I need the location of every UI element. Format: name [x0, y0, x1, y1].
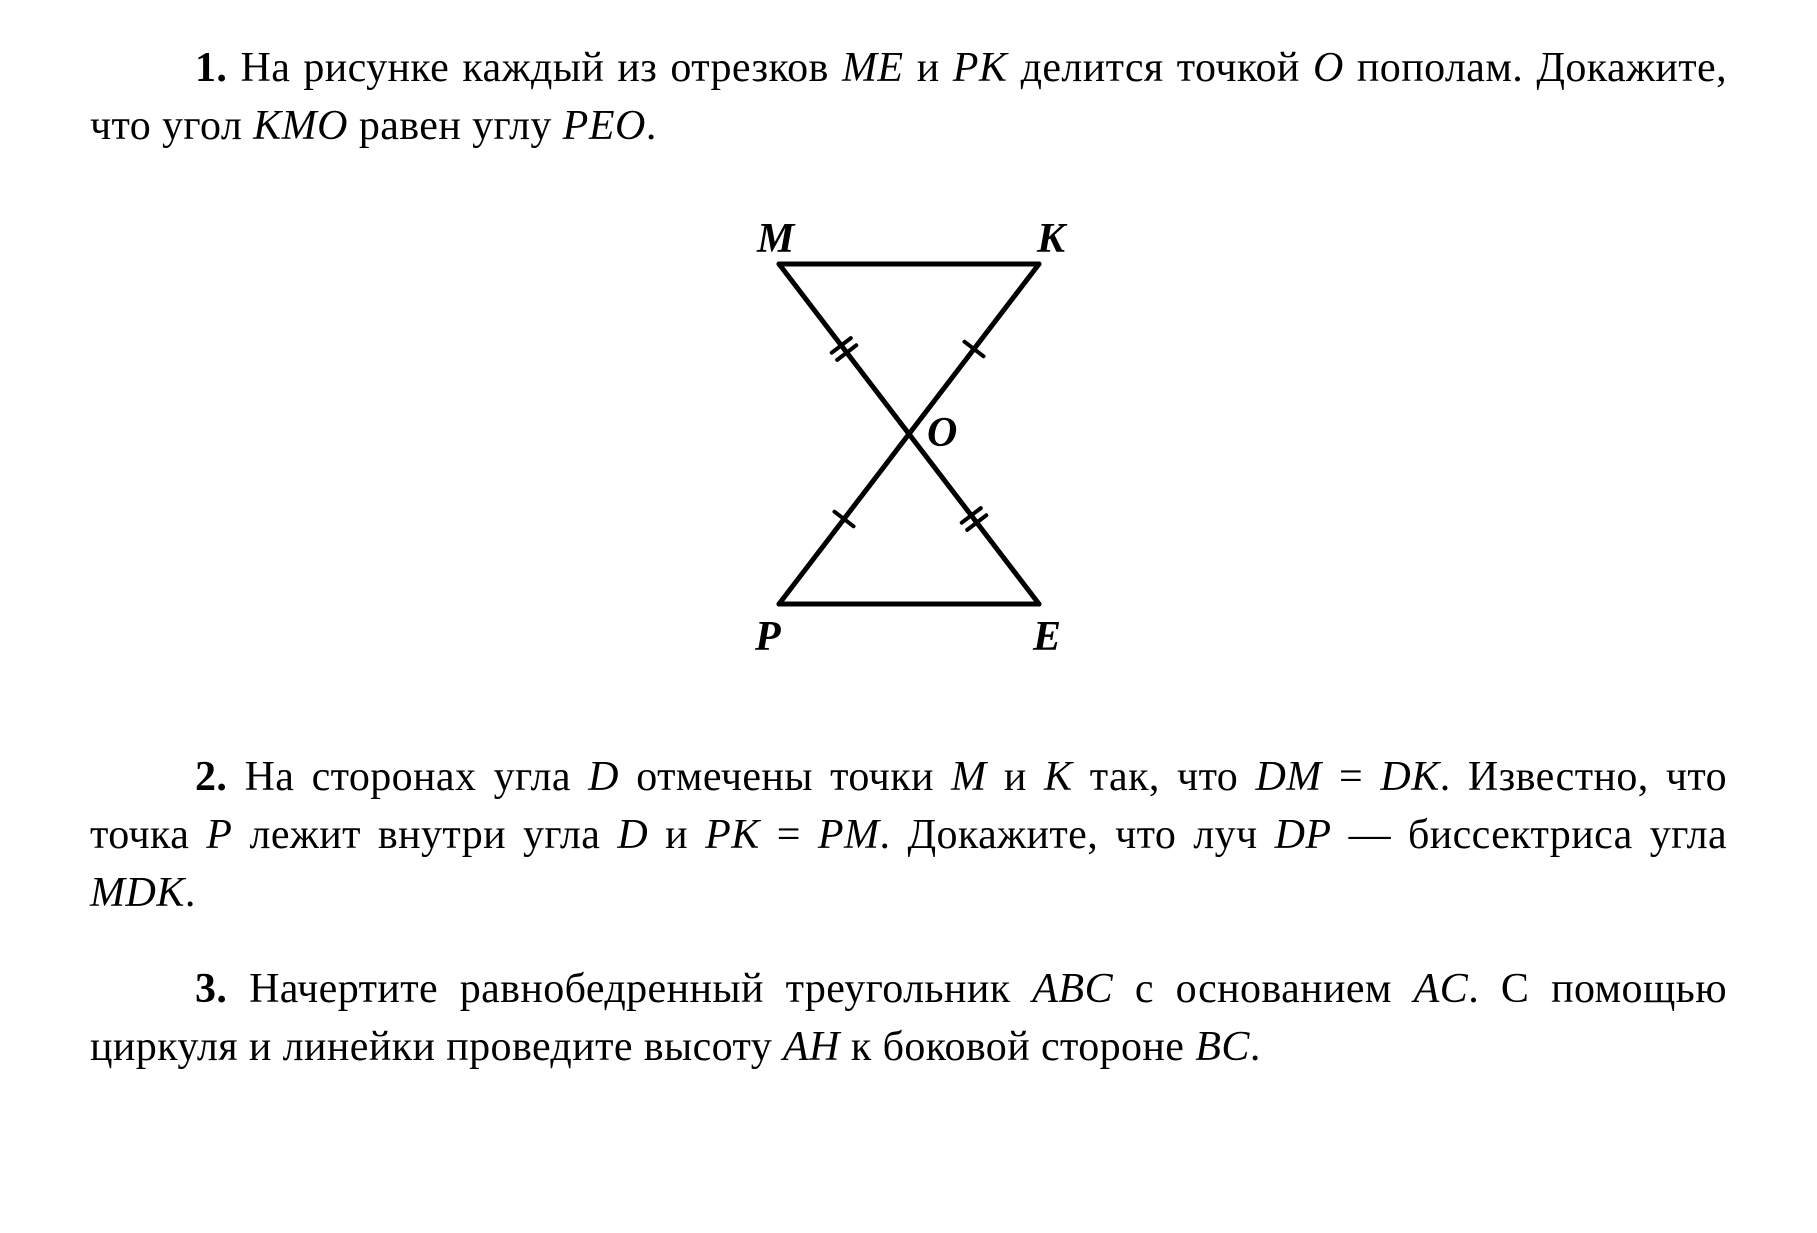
math-PK: PK — [953, 45, 1008, 91]
p2-eq2: = — [760, 812, 818, 858]
math-K: K — [1044, 754, 1073, 800]
p1-text-c: делится точкой — [1007, 45, 1313, 91]
problem-3-number: 3. — [195, 966, 227, 1012]
math-PK2: PK — [705, 812, 760, 858]
math-BC: BC — [1195, 1024, 1250, 1070]
math-DM: DM — [1255, 754, 1321, 800]
svg-text:P: P — [754, 614, 781, 660]
svg-text:M: M — [756, 216, 796, 262]
math-D2: D — [617, 812, 648, 858]
problem-1-number: 1. — [195, 45, 227, 91]
svg-text:O: O — [927, 410, 957, 456]
p2-text-h: . Докажите, что луч — [880, 812, 1275, 858]
p3-text-a: Начертите равнобедренный треугольник — [249, 966, 1032, 1012]
p2-text-g: и — [648, 812, 705, 858]
math-AH: AH — [783, 1024, 840, 1070]
problem-2-number: 2. — [195, 754, 227, 800]
p2-text-c: и — [987, 754, 1044, 800]
math-PEO: PEO — [563, 103, 646, 149]
p1-text-a: На рисунке каждый из отрезков — [240, 45, 841, 91]
p2-text-a: На сторонах угла — [245, 754, 589, 800]
problem-2: 2. На сторонах угла D отмечены точки M и… — [90, 749, 1727, 923]
p2-text-d: так, что — [1073, 754, 1256, 800]
math-KMO: KMO — [253, 103, 348, 149]
math-PM: PM — [818, 812, 880, 858]
math-ME: ME — [842, 45, 904, 91]
p1-text-f: . — [646, 103, 657, 149]
math-O: O — [1313, 45, 1344, 91]
p1-text-b: и — [904, 45, 953, 91]
problem-3: 3. Начертите равнобедренный треугольник … — [90, 961, 1727, 1077]
p3-text-d: к боковой стороне — [840, 1024, 1195, 1070]
p3-text-e: . — [1250, 1024, 1261, 1070]
p1-text-e: равен углу — [348, 103, 563, 149]
p3-text-b: с основанием — [1113, 966, 1414, 1012]
problem-1: 1. На рисунке каждый из отрезков ME и PK… — [90, 40, 1727, 156]
math-AC: AC — [1414, 966, 1469, 1012]
math-M: M — [951, 754, 987, 800]
figure-1-wrap: M K O P E — [90, 194, 1727, 701]
svg-text:E: E — [1032, 614, 1061, 660]
math-ABC: ABC — [1032, 966, 1113, 1012]
math-MDK: MDK — [90, 870, 185, 916]
svg-text:K: K — [1036, 216, 1068, 262]
p2-eq1: = — [1322, 754, 1381, 800]
p2-text-b: отмечены точки — [619, 754, 951, 800]
p2-text-j: . — [185, 870, 196, 916]
math-DK: DK — [1380, 754, 1439, 800]
figure-1: M K O P E — [659, 194, 1159, 684]
p2-text-i: — биссектриса угла — [1332, 812, 1727, 858]
math-P: P — [206, 812, 232, 858]
math-D: D — [588, 754, 619, 800]
p2-text-f: лежит внутри угла — [232, 812, 617, 858]
math-DP: DP — [1275, 812, 1332, 858]
